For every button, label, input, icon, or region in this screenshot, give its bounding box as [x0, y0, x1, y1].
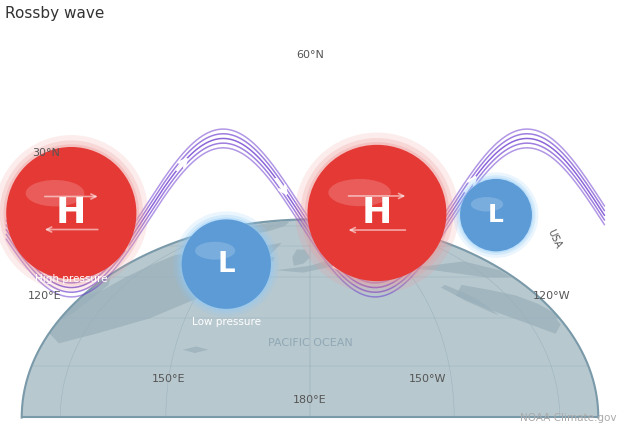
Polygon shape [322, 229, 511, 277]
Text: 120°E: 120°E [28, 291, 61, 301]
Text: 150°E: 150°E [152, 374, 185, 384]
Ellipse shape [460, 179, 532, 251]
Ellipse shape [4, 144, 139, 282]
Ellipse shape [174, 211, 279, 317]
Ellipse shape [180, 218, 273, 311]
Ellipse shape [454, 173, 538, 258]
Ellipse shape [308, 145, 446, 281]
Text: PACIFIC OCEAN: PACIFIC OCEAN [268, 338, 352, 348]
Ellipse shape [329, 179, 391, 206]
Text: L: L [488, 203, 504, 227]
Text: L: L [218, 250, 235, 278]
Ellipse shape [6, 147, 136, 279]
Text: H: H [362, 196, 392, 230]
Polygon shape [357, 250, 381, 262]
Text: USA: USA [545, 227, 562, 250]
Polygon shape [50, 242, 282, 343]
Text: H: H [56, 196, 86, 230]
Polygon shape [292, 250, 310, 266]
Text: 150°W: 150°W [409, 374, 446, 384]
Polygon shape [22, 219, 598, 417]
Polygon shape [61, 277, 110, 319]
Text: 30°N: 30°N [33, 148, 60, 158]
Polygon shape [441, 285, 499, 316]
Text: 60°N: 60°N [296, 50, 324, 60]
Ellipse shape [0, 140, 143, 286]
Polygon shape [456, 285, 560, 334]
Ellipse shape [456, 176, 536, 255]
Ellipse shape [195, 242, 235, 260]
Text: 120°W: 120°W [533, 291, 570, 301]
Text: 180°E: 180°E [293, 394, 327, 405]
Polygon shape [192, 222, 289, 246]
Polygon shape [212, 246, 275, 262]
Ellipse shape [26, 180, 84, 206]
Text: NOAA Climate.gov: NOAA Climate.gov [520, 413, 617, 423]
Polygon shape [277, 242, 378, 273]
Ellipse shape [459, 178, 533, 253]
Ellipse shape [305, 142, 449, 284]
Polygon shape [183, 346, 208, 353]
Ellipse shape [182, 219, 271, 309]
Ellipse shape [301, 138, 453, 288]
Text: Low pressure: Low pressure [192, 317, 261, 327]
Text: Rossby wave: Rossby wave [5, 6, 104, 21]
Text: High pressure: High pressure [35, 274, 107, 284]
Ellipse shape [0, 135, 148, 291]
Ellipse shape [471, 197, 503, 212]
Ellipse shape [295, 132, 459, 294]
Ellipse shape [177, 215, 275, 314]
